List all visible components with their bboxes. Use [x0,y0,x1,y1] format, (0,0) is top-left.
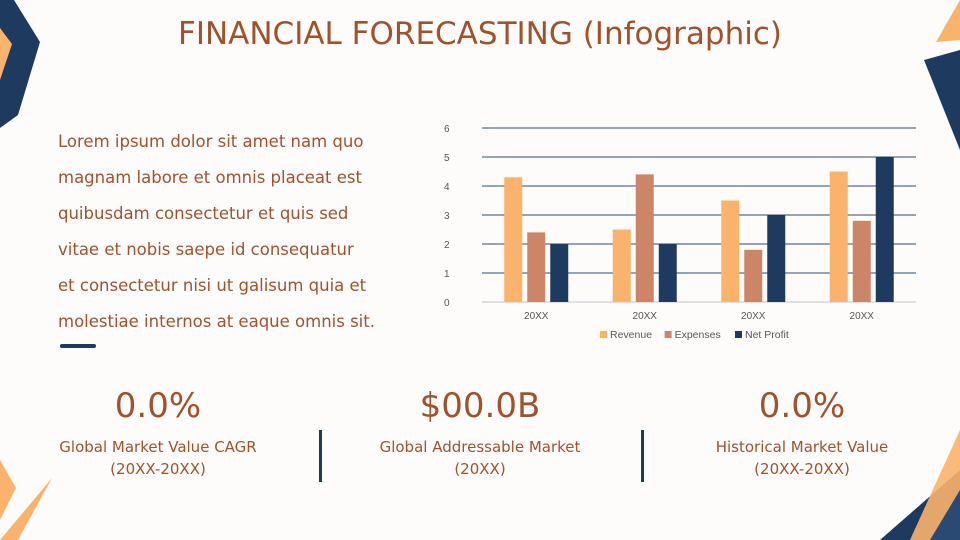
body-line: quibusdam consectetur et quis sed [58,204,349,223]
corner-decoration-bottom-left [0,460,52,540]
stat-label-line: (20XX) [454,460,506,478]
legend-swatch [600,331,607,338]
bar-net-profit [658,244,677,302]
x-tick-label: 20XX [850,311,875,322]
stat-card-cagr: 0.0% Global Market Value CAGR (20XX-20XX… [8,386,308,480]
body-line: magnam labore et omnis placeat est [58,168,362,187]
stat-value: 0.0% [758,386,846,426]
y-tick-label: 4 [444,182,450,193]
y-tick-label: 0 [444,298,450,309]
y-tick-label: 5 [444,153,450,164]
bar-revenue [504,177,523,302]
stat-card-addressable-market: $00.0B Global Addressable Market (20XX) [330,386,630,480]
body-line: Lorem ipsum dolor sit amet nam quo [58,132,364,151]
stat-card-historical-value: 0.0% Historical Market Value (20XX-20XX) [652,386,952,480]
bar-expenses [635,174,654,302]
corner-decoration-top-left [0,0,40,128]
x-tick-label: 20XX [524,311,549,322]
body-line: et consectetur nisi ut galisum quia et [58,276,367,295]
y-tick-label: 1 [444,269,450,280]
legend-label: Revenue [610,329,652,341]
bar-chart: 0 1 2 3 4 5 6 20XX 20XX 20XX 20XX Revenue Expenses Ne… [444,124,916,341]
stat-divider [641,430,644,482]
stat-value: 0.0% [114,386,202,426]
legend-label: Expenses [675,329,721,341]
corner-decoration-top-right [924,0,960,150]
body-paragraph: Lorem ipsum dolor sit amet nam quo magna… [58,124,403,340]
page-title: FINANCIAL FORECASTING (Infographic) [178,16,782,52]
stat-label-line: Historical Market Value [715,438,889,456]
bar-revenue [721,200,740,302]
bar-expenses [527,232,546,302]
stat-label-line: Global Addressable Market [379,438,581,456]
bar-revenue [612,229,631,302]
stat-label: Global Market Value CAGR (20XX-20XX) [8,436,308,480]
x-tick-label: 20XX [741,311,766,322]
y-tick-label: 2 [444,240,450,251]
bar-net-profit [875,157,894,302]
bar-expenses [852,220,871,302]
bar-revenue [829,171,848,302]
bar-net-profit [767,215,786,302]
legend-swatch [735,331,742,338]
accent-bar [60,344,96,348]
y-tick-label: 6 [444,124,450,135]
body-line: vitae et nobis saepe id consequatur [58,240,354,259]
bar-net-profit [550,244,569,302]
y-tick-label: 3 [444,211,450,222]
stat-value: $00.0B [419,386,541,426]
stat-label: Global Addressable Market (20XX) [330,436,630,480]
stat-divider [319,430,322,482]
legend-label: Net Profit [745,329,789,341]
legend-swatch [664,331,672,338]
stat-label-line: (20XX-20XX) [110,460,206,478]
x-tick-label: 20XX [633,311,658,322]
stat-label: Historical Market Value (20XX-20XX) [652,436,952,480]
bar-expenses [744,249,763,302]
body-line: molestiae internos at eaque omnis sit. [58,312,375,331]
stat-label-line: Global Market Value CAGR [59,438,257,456]
stat-label-line: (20XX-20XX) [754,460,850,478]
corner-decoration-bottom-right [880,430,960,540]
